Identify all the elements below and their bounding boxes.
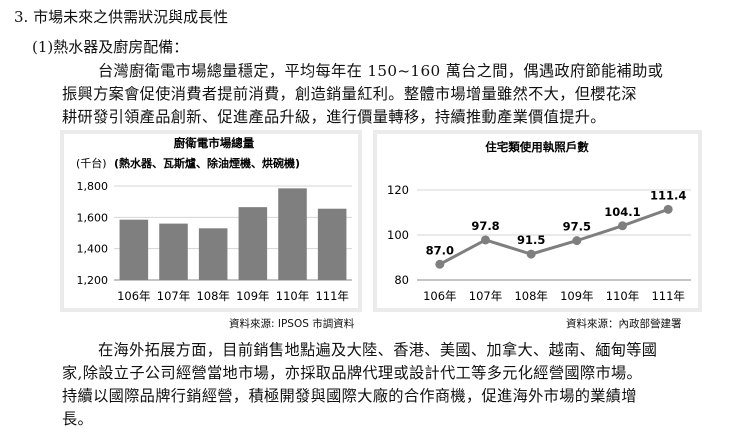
- paragraph-line: 家,除設立子公司經營當地市場，亦採取品牌代理或設計代工等多元化經營國際市場。: [62, 364, 643, 382]
- chart-subtitle: (熱水器、瓦斯爐、除油煙機、烘碗機): [114, 156, 300, 170]
- y-tick-label: 1,600: [77, 211, 109, 224]
- x-tick-label: 109年: [560, 289, 593, 303]
- bar: [119, 219, 149, 280]
- bar: [159, 223, 188, 280]
- market-total-bar-chart: 廚衛電市場總量 (千台) (熱水器、瓦斯爐、除油煙機、烘碗機) 1,800 1,6…: [76, 136, 352, 303]
- housing-permit-line-chart: 住宅類使用執照戶數 120 100 80 87.0 97.8 91.5 97.5 104.1…: [387, 140, 691, 303]
- x-tick-label: 108年: [196, 289, 229, 303]
- x-tick-label: 106年: [423, 289, 456, 303]
- y-tick-label: 120: [387, 183, 409, 197]
- right-chart-source: 資料來源：內政部營建署: [566, 318, 682, 330]
- data-label: 97.8: [471, 219, 499, 233]
- data-label: 91.5: [517, 233, 545, 247]
- paragraph-line: 在海外拓展方面，目前銷售地點遍及大陸、香港、美國、加拿大、越南、緬甸等國: [98, 341, 658, 359]
- subsection-heading: (1)熱水器及廚房配備：: [32, 38, 189, 56]
- data-label: 97.5: [563, 220, 591, 234]
- paragraph-line: 持續以國際品牌行銷經營，積極開發與國際大廠的合作商機，促進海外市場的業績增: [62, 387, 637, 405]
- housing-permit-chart-frame: 住宅類使用執照戶數 120 100 80 87.0 97.8 91.5 97.5 104.1…: [373, 130, 702, 312]
- x-tick-label: 111年: [651, 289, 684, 303]
- bar: [278, 188, 307, 280]
- y-tick-label: 1,800: [77, 180, 109, 193]
- y-axis-label: (千台): [76, 156, 107, 170]
- x-tick-label: 109年: [236, 289, 269, 303]
- data-point: [572, 236, 582, 246]
- y-tick-label: 1,400: [77, 243, 109, 256]
- x-tick-label: 110年: [276, 289, 309, 303]
- market-total-chart-panel: 廚衛電市場總量 (千台) (熱水器、瓦斯爐、除油煙機、烘碗機) 1,800 1,6…: [64, 134, 358, 308]
- x-tick-label: 107年: [469, 289, 502, 303]
- x-tick-label: 108年: [514, 289, 547, 303]
- data-label: 87.0: [426, 243, 454, 257]
- x-tick-label: 107年: [157, 289, 190, 303]
- bar: [238, 207, 268, 280]
- data-label: 104.1: [604, 205, 640, 219]
- data-point: [526, 249, 536, 259]
- market-total-chart-frame: 廚衛電市場總量 (千台) (熱水器、瓦斯爐、除油煙機、烘碗機) 1,800 1,6…: [60, 130, 362, 312]
- data-point: [618, 221, 627, 231]
- paragraph-line: 台灣廚衛電市場總量穩定，平均每年在 150~160 萬台之間，偶遇政府節能補助或: [98, 62, 664, 80]
- data-point: [481, 235, 490, 245]
- data-label: 111.4: [650, 188, 686, 202]
- x-tick-label: 111年: [315, 289, 348, 303]
- x-tick-label: 106年: [117, 289, 150, 303]
- y-tick-label: 80: [394, 273, 409, 287]
- x-tick-label: 110年: [606, 289, 639, 303]
- bar: [198, 228, 228, 280]
- paragraph-line: 振興方案會促使消費者提前消費，創造銷量紅利。整體市場增量雖然不大，但櫻花深: [62, 85, 637, 103]
- chart-title: 住宅類使用執照戶數: [485, 140, 589, 154]
- y-tick-label: 1,200: [77, 274, 109, 287]
- bar: [317, 208, 347, 280]
- paragraph-line: 長。: [62, 410, 94, 428]
- chart-title: 廚衛電市場總量: [174, 136, 255, 150]
- left-chart-source: 資料來源: IPSOS 市調資料: [229, 318, 355, 330]
- y-tick-label: 100: [387, 228, 409, 242]
- paragraph-line: 耕研發引領產品創新、促進產品升級，進行價量轉移，持續推動產業價值提升。: [62, 108, 606, 126]
- section-heading: 3. 市場未來之供需狀況與成長性: [14, 8, 229, 26]
- housing-permit-chart-panel: 住宅類使用執照戶數 120 100 80 87.0 97.8 91.5 97.5 104.1…: [377, 134, 698, 308]
- series-line: [439, 207, 669, 266]
- data-point: [435, 259, 445, 269]
- data-point: [663, 204, 673, 214]
